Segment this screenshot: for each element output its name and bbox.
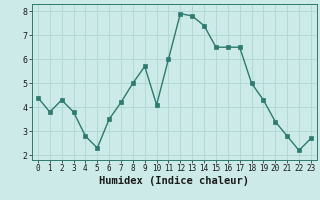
X-axis label: Humidex (Indice chaleur): Humidex (Indice chaleur) <box>100 176 249 186</box>
